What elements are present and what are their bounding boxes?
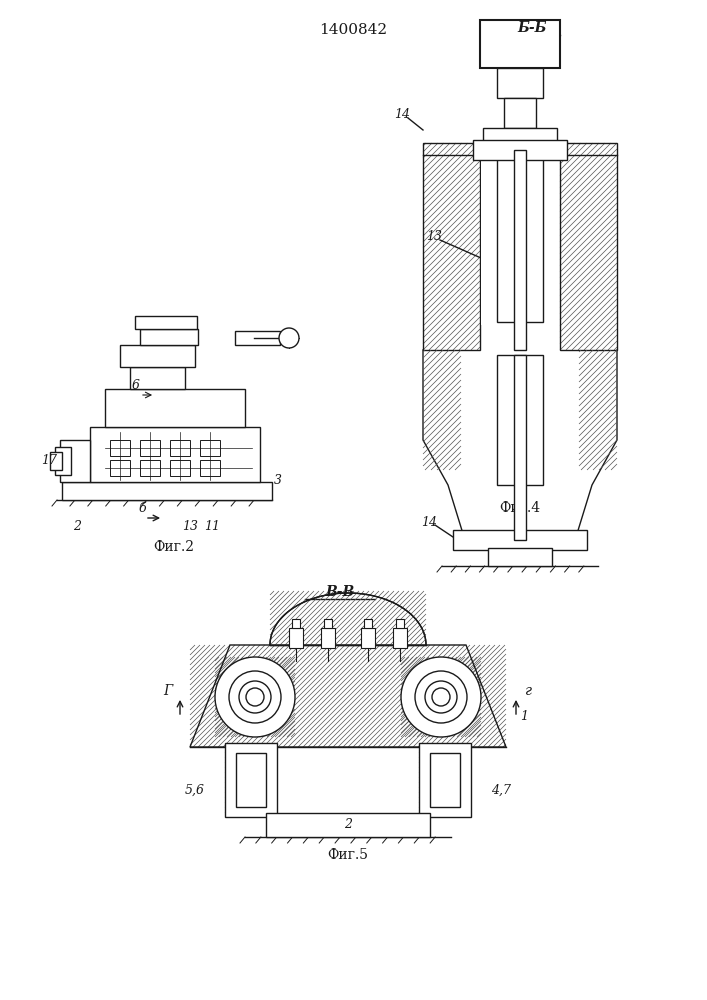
Bar — [140, 329, 198, 345]
Bar — [504, 98, 536, 128]
Bar — [497, 155, 543, 322]
Bar — [140, 440, 160, 456]
Bar — [200, 460, 220, 476]
Bar — [110, 440, 130, 456]
Bar — [292, 619, 300, 628]
Text: 5,6: 5,6 — [185, 784, 205, 796]
Text: 14: 14 — [421, 516, 437, 528]
Text: Б-Б: Б-Б — [518, 21, 547, 35]
Text: Г: Г — [163, 684, 173, 698]
Bar — [514, 150, 526, 350]
Circle shape — [229, 671, 281, 723]
Bar — [60, 440, 90, 482]
Text: 13: 13 — [182, 520, 198, 532]
Circle shape — [215, 657, 295, 737]
Text: 2: 2 — [344, 818, 352, 832]
Bar — [55, 447, 71, 475]
Text: Фиг.4: Фиг.4 — [499, 501, 541, 515]
Bar — [364, 619, 372, 628]
Text: 4,7: 4,7 — [491, 784, 511, 796]
Bar — [393, 628, 407, 648]
Bar — [62, 482, 272, 500]
Text: 17: 17 — [41, 454, 57, 466]
Text: 3: 3 — [274, 474, 282, 487]
Text: 1400842: 1400842 — [319, 23, 387, 37]
Bar — [235, 331, 280, 345]
Circle shape — [279, 328, 299, 348]
Text: 13: 13 — [426, 231, 442, 243]
Bar — [110, 460, 130, 476]
Bar — [497, 355, 543, 485]
Bar — [236, 753, 266, 807]
Bar — [324, 619, 332, 628]
Bar — [481, 150, 559, 325]
Text: 11: 11 — [204, 520, 220, 532]
Circle shape — [425, 681, 457, 713]
Bar — [120, 345, 195, 367]
Bar — [453, 530, 587, 550]
Text: 6: 6 — [132, 379, 140, 392]
Text: 14: 14 — [394, 108, 410, 121]
Bar — [170, 440, 190, 456]
Text: г: г — [525, 684, 532, 698]
Bar — [170, 460, 190, 476]
Bar — [430, 753, 460, 807]
Bar — [423, 143, 480, 350]
Bar — [140, 460, 160, 476]
Bar — [497, 68, 543, 98]
Bar — [473, 140, 567, 160]
Circle shape — [415, 671, 467, 723]
Bar — [266, 813, 430, 837]
Bar — [480, 20, 560, 68]
Bar — [514, 355, 526, 540]
Bar — [483, 128, 557, 143]
Bar — [321, 628, 335, 648]
Text: Фиг.2: Фиг.2 — [153, 540, 194, 554]
Circle shape — [239, 681, 271, 713]
Bar — [225, 743, 277, 817]
Bar — [130, 367, 185, 389]
Bar — [50, 452, 62, 470]
Bar — [289, 628, 303, 648]
Text: В-В: В-В — [325, 585, 355, 599]
Bar — [200, 440, 220, 456]
Text: Фиг.5: Фиг.5 — [327, 848, 368, 862]
Bar — [361, 628, 375, 648]
Bar — [396, 619, 404, 628]
Bar — [90, 427, 260, 482]
Bar — [135, 316, 197, 329]
Bar — [419, 743, 471, 817]
Bar — [560, 143, 617, 350]
Circle shape — [401, 657, 481, 737]
Bar — [105, 389, 245, 427]
Bar — [488, 548, 552, 566]
Text: б: б — [138, 502, 146, 515]
Text: 2: 2 — [73, 520, 81, 532]
Text: 1: 1 — [520, 710, 528, 724]
